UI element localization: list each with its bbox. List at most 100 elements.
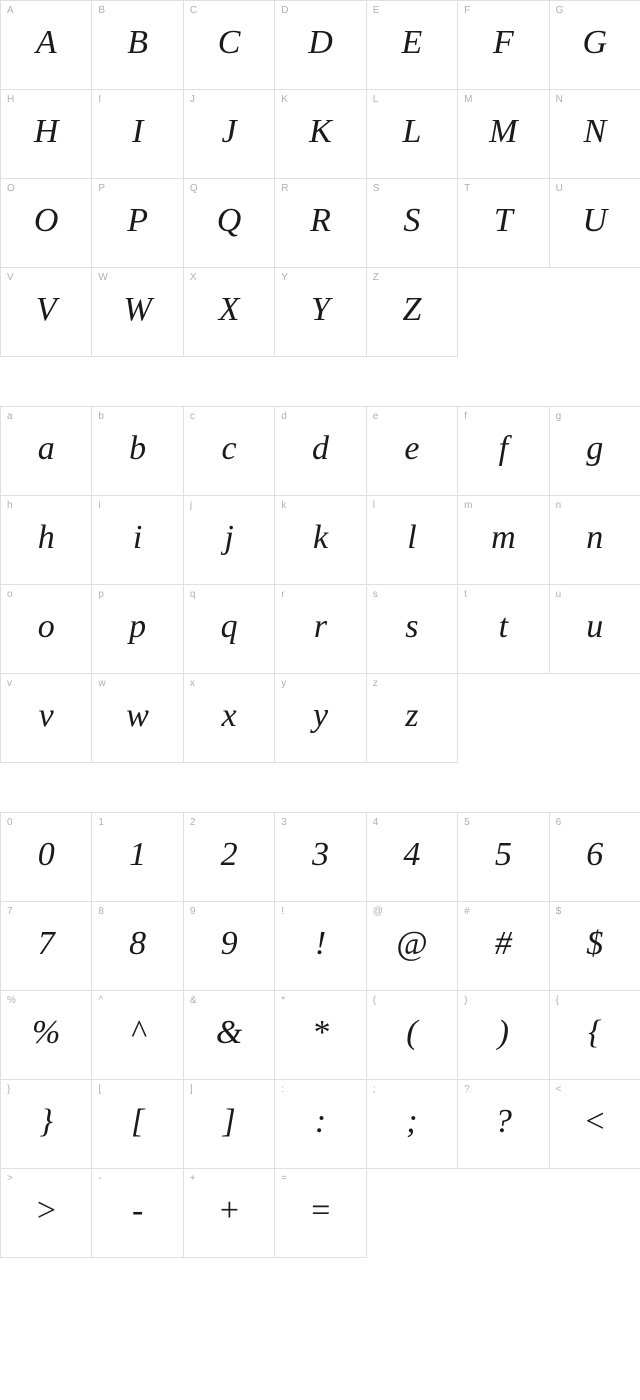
cell-label: % [7,995,16,1006]
cell-label: & [190,995,197,1006]
cell-glyph: $ [586,925,603,963]
glyph-cell: [[ [91,1079,183,1169]
cell-label: h [7,500,13,511]
cell-label: K [281,94,288,105]
cell-label: ) [464,995,467,1006]
glyph-cell: XX [183,267,275,357]
cell-label: i [98,500,100,511]
glyph-cell: BB [91,0,183,90]
glyph-cell: SS [366,178,458,268]
glyph-cell: tt [457,584,549,674]
cell-label: c [190,411,195,422]
cell-glyph: ( [406,1014,417,1052]
glyph-cell: bb [91,406,183,496]
cell-glyph: G [583,24,608,62]
glyph-cell: (( [366,990,458,1080]
glyph-cell: NN [549,89,640,179]
cell-label: X [190,272,197,283]
cell-label: $ [556,906,562,917]
glyph-cell: OO [0,178,92,268]
glyph-cell: vv [0,673,92,763]
glyph-cell: ff [457,406,549,496]
cell-glyph: d [312,430,329,468]
glyph-cell: %% [0,990,92,1080]
glyph-cell: cc [183,406,275,496]
cell-glyph: : [315,1103,326,1141]
glyph-cell: ]] [183,1079,275,1169]
cell-glyph: y [313,697,328,735]
cell-glyph: v [39,697,54,735]
cell-label: G [556,5,564,16]
glyph-cell: :: [274,1079,366,1169]
cell-glyph: O [34,202,59,240]
glyph-cell: }} [0,1079,92,1169]
cell-glyph: 0 [38,836,55,874]
glyph-cell: kk [274,495,366,585]
cell-label: 3 [281,817,287,828]
glyph-cell: KK [274,89,366,179]
glyph-cell: xx [183,673,275,763]
cell-glyph: g [586,430,603,468]
glyph-cell: ZZ [366,267,458,357]
cell-label: - [98,1173,101,1184]
cell-label: 1 [98,817,104,828]
glyph-cell: uu [549,584,640,674]
cell-glyph: E [402,24,423,62]
cell-glyph: M [489,113,517,151]
glyph-cell: nn [549,495,640,585]
cell-glyph: h [38,519,55,557]
cell-glyph: e [404,430,419,468]
cell-label: J [190,94,195,105]
cell-label: z [373,678,378,689]
cell-label: Q [190,183,198,194]
glyph-cell: TT [457,178,549,268]
empty-cell [457,673,549,763]
section-lowercase: aabbccddeeffgghhiijjkkllmmnnooppqqrrsstt… [0,406,640,762]
cell-glyph: ? [495,1103,512,1141]
cell-label: E [373,5,380,16]
glyph-cell: ^^ [91,990,183,1080]
cell-label: Z [373,272,379,283]
cell-glyph: C [218,24,241,62]
cell-glyph: U [583,202,608,240]
cell-glyph: Y [311,291,330,329]
cell-glyph: 6 [586,836,603,874]
glyph-cell: == [274,1168,366,1258]
cell-glyph: u [586,608,603,646]
cell-glyph: s [405,608,418,646]
section-uppercase: AABBCCDDEEFFGGHHIIJJKKLLMMNNOOPPQQRRSSTT… [0,0,640,356]
cell-glyph: # [495,925,512,963]
cell-label: R [281,183,288,194]
cell-label: f [464,411,467,422]
cell-label: = [281,1173,287,1184]
cell-label: e [373,411,379,422]
cell-label: ! [281,906,284,917]
cell-label: V [7,272,14,283]
cell-glyph: ! [315,925,326,963]
cell-label: F [464,5,470,16]
cell-glyph: 8 [129,925,146,963]
cell-glyph: p [129,608,146,646]
cell-glyph: l [407,519,416,557]
cell-glyph: % [32,1014,60,1052]
cell-glyph: 4 [403,836,420,874]
cell-glyph: r [314,608,327,646]
glyph-cell: FF [457,0,549,90]
cell-label: O [7,183,15,194]
cell-glyph: w [126,697,149,735]
cell-label: 2 [190,817,196,828]
glyph-cell: HH [0,89,92,179]
cell-label: B [98,5,105,16]
cell-label: } [7,1084,10,1095]
glyph-cell: VV [0,267,92,357]
cell-glyph: f [499,430,508,468]
cell-label: > [7,1173,13,1184]
cell-glyph: > [35,1192,58,1230]
glyph-cell: MM [457,89,549,179]
glyph-cell: qq [183,584,275,674]
glyph-cell: dd [274,406,366,496]
cell-glyph: 5 [495,836,512,874]
empty-cell [457,1168,549,1258]
cell-glyph: B [127,24,148,62]
cell-label: ; [373,1084,376,1095]
